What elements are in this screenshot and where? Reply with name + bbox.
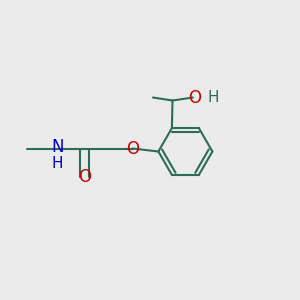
Text: H: H [208, 90, 219, 105]
Text: N: N [51, 138, 64, 156]
Text: O: O [78, 168, 91, 186]
Text: O: O [188, 88, 201, 106]
Text: O: O [126, 140, 139, 158]
Text: H: H [52, 156, 63, 171]
